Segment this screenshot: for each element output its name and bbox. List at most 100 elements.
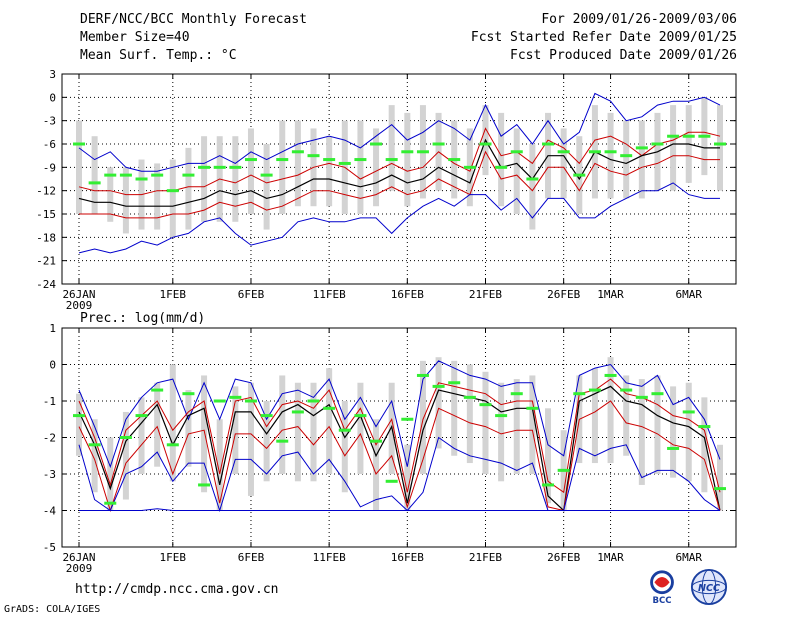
- panel-2-median-mark: [323, 406, 336, 410]
- panel-2-median-mark: [495, 414, 508, 418]
- source-url[interactable]: http://cmdp.ncc.cma.gov.cn: [75, 582, 279, 597]
- panel-1-median-mark: [714, 142, 726, 146]
- panel-1-median-mark: [588, 150, 601, 154]
- panel-2-median-mark: [88, 443, 101, 447]
- panel-2-median-mark: [135, 414, 148, 418]
- panel-1-median-mark: [448, 158, 461, 162]
- panel-1-range-box: [513, 128, 520, 214]
- panel-2-range-box: [201, 375, 208, 493]
- panel-1-range-box: [326, 136, 333, 207]
- panel-1-range-box: [247, 128, 254, 214]
- panel-2-xtick-label: 26FEB: [547, 551, 580, 564]
- panel-2-ytick-label: -3: [43, 468, 56, 481]
- panel-1-median-mark: [198, 165, 211, 169]
- panel-2-median-mark: [463, 395, 476, 399]
- panel-1-series-inner_lower: [79, 150, 720, 219]
- panel-2-median-mark: [198, 483, 211, 487]
- panel-1-median-mark: [119, 173, 132, 177]
- panel-1-ytick-label: 3: [49, 68, 56, 81]
- panel-2-median-mark: [401, 417, 414, 421]
- panel-1-median-mark: [479, 142, 492, 146]
- panel-2-ytick-label: -4: [43, 505, 57, 518]
- panel-1-range-box: [404, 112, 411, 207]
- panel-1-ytick-label: -6: [43, 138, 56, 151]
- forecast-period: For 2009/01/26-2009/03/06: [541, 12, 737, 27]
- panel-2-median-mark: [260, 414, 273, 418]
- panel-1-range-box: [91, 136, 98, 214]
- panel-1-median-mark: [88, 181, 101, 185]
- panel-2-xtick-label: 1MAR: [597, 551, 624, 564]
- panel-1-median-mark: [213, 165, 226, 169]
- panel-1-range-box: [76, 120, 82, 214]
- panel-1-ytick-label: 0: [49, 91, 56, 104]
- panel-1-median-mark: [542, 142, 555, 146]
- panel-1-median-mark: [682, 134, 695, 138]
- panel-1-median-mark: [385, 158, 398, 162]
- panel-2-xtick-label: 26JAN: [62, 551, 95, 564]
- panel-1-range-box: [201, 136, 208, 222]
- panel-2-range-box: [122, 411, 129, 500]
- panel-2-median-mark: [182, 392, 195, 396]
- panel-2-median-mark: [573, 392, 586, 396]
- panel-1-range-box: [373, 128, 380, 207]
- panel-1-xtick-label: 26FEB: [547, 288, 580, 301]
- panel-2-range-box: [607, 357, 614, 464]
- panel-1-xtick-label: 26JAN: [62, 288, 95, 301]
- panel-2-xtick-label: 11FEB: [313, 551, 346, 564]
- panel-2-median-mark: [276, 439, 289, 443]
- panel-2-range-box: [107, 437, 114, 511]
- variable-top-label: Mean Surf. Temp.: °C: [80, 48, 237, 63]
- panel-1-range-box: [294, 120, 301, 207]
- panel-2-range-box: [717, 444, 723, 511]
- panel-2-median-mark: [714, 487, 726, 491]
- panel-1-range-box: [607, 112, 614, 199]
- panel-2-median-mark: [604, 373, 617, 377]
- panel-1-median-mark: [244, 158, 257, 162]
- panel-2-median-mark: [119, 436, 132, 439]
- panel-1-xtick-sublabel: 2009: [66, 299, 93, 312]
- ncc-logo-text: NCC: [698, 583, 720, 594]
- panel-2-ytick-label: 1: [49, 322, 56, 335]
- panel-2-range-box: [591, 368, 598, 464]
- panel-2-series-inner_lower: [78, 400, 721, 513]
- panel-1-ytick-label: -9: [43, 161, 56, 174]
- panel-2-range-box: [419, 360, 426, 474]
- panel-1-range-box: [623, 120, 630, 199]
- panel-1-series-lower: [78, 182, 720, 254]
- panel-2-range-box: [216, 419, 223, 511]
- panel-1-median-mark: [291, 150, 304, 154]
- panel-1-median-mark: [323, 158, 336, 162]
- panel-1-median-mark: [338, 161, 351, 165]
- panel-2-median-mark: [104, 501, 117, 505]
- panel-2-title: Prec.: log(mm/d): [80, 311, 205, 326]
- panel-2-median-mark: [698, 425, 711, 429]
- panel-1-median-mark: [651, 142, 664, 146]
- panel-1-ytick-label: -18: [36, 231, 56, 244]
- panel-1-median-mark: [104, 173, 117, 177]
- panel-1-range-box: [154, 163, 161, 230]
- panel-1-xtick-label: 1MAR: [597, 288, 624, 301]
- panel-2-range-box: [701, 397, 708, 493]
- panel-2-median-mark: [213, 399, 226, 403]
- panel-1-frame: [61, 73, 737, 285]
- panel-1-median-mark: [432, 142, 445, 146]
- panel-2-median-mark: [448, 381, 461, 385]
- panel-2-series-inner_upper: [78, 378, 721, 494]
- panel-1-median-mark: [166, 189, 179, 193]
- panel-2-median-mark: [229, 395, 242, 399]
- panel-1-ytick-label: -3: [43, 115, 56, 128]
- panel-1-median-mark: [260, 173, 273, 177]
- panel-1-range-box: [388, 105, 395, 191]
- panel-1-range-box: [185, 147, 192, 230]
- panel-1-ytick-label: -21: [36, 255, 56, 268]
- panel-2-xtick-label: 6FEB: [238, 551, 265, 564]
- panel-1-range-box: [279, 120, 286, 214]
- panel-1-ytick-label: -15: [36, 208, 56, 221]
- panel-2-median-mark: [73, 414, 85, 418]
- panel-2-range-box: [294, 382, 301, 482]
- panel-2-ytick-label: 0: [49, 359, 56, 372]
- panel-1-median-mark: [620, 154, 633, 158]
- panel-2-ytick-label: -5: [43, 541, 56, 554]
- panel-1-xtick-label: 11FEB: [313, 288, 346, 301]
- panel-1-ytick-label: -12: [36, 185, 56, 198]
